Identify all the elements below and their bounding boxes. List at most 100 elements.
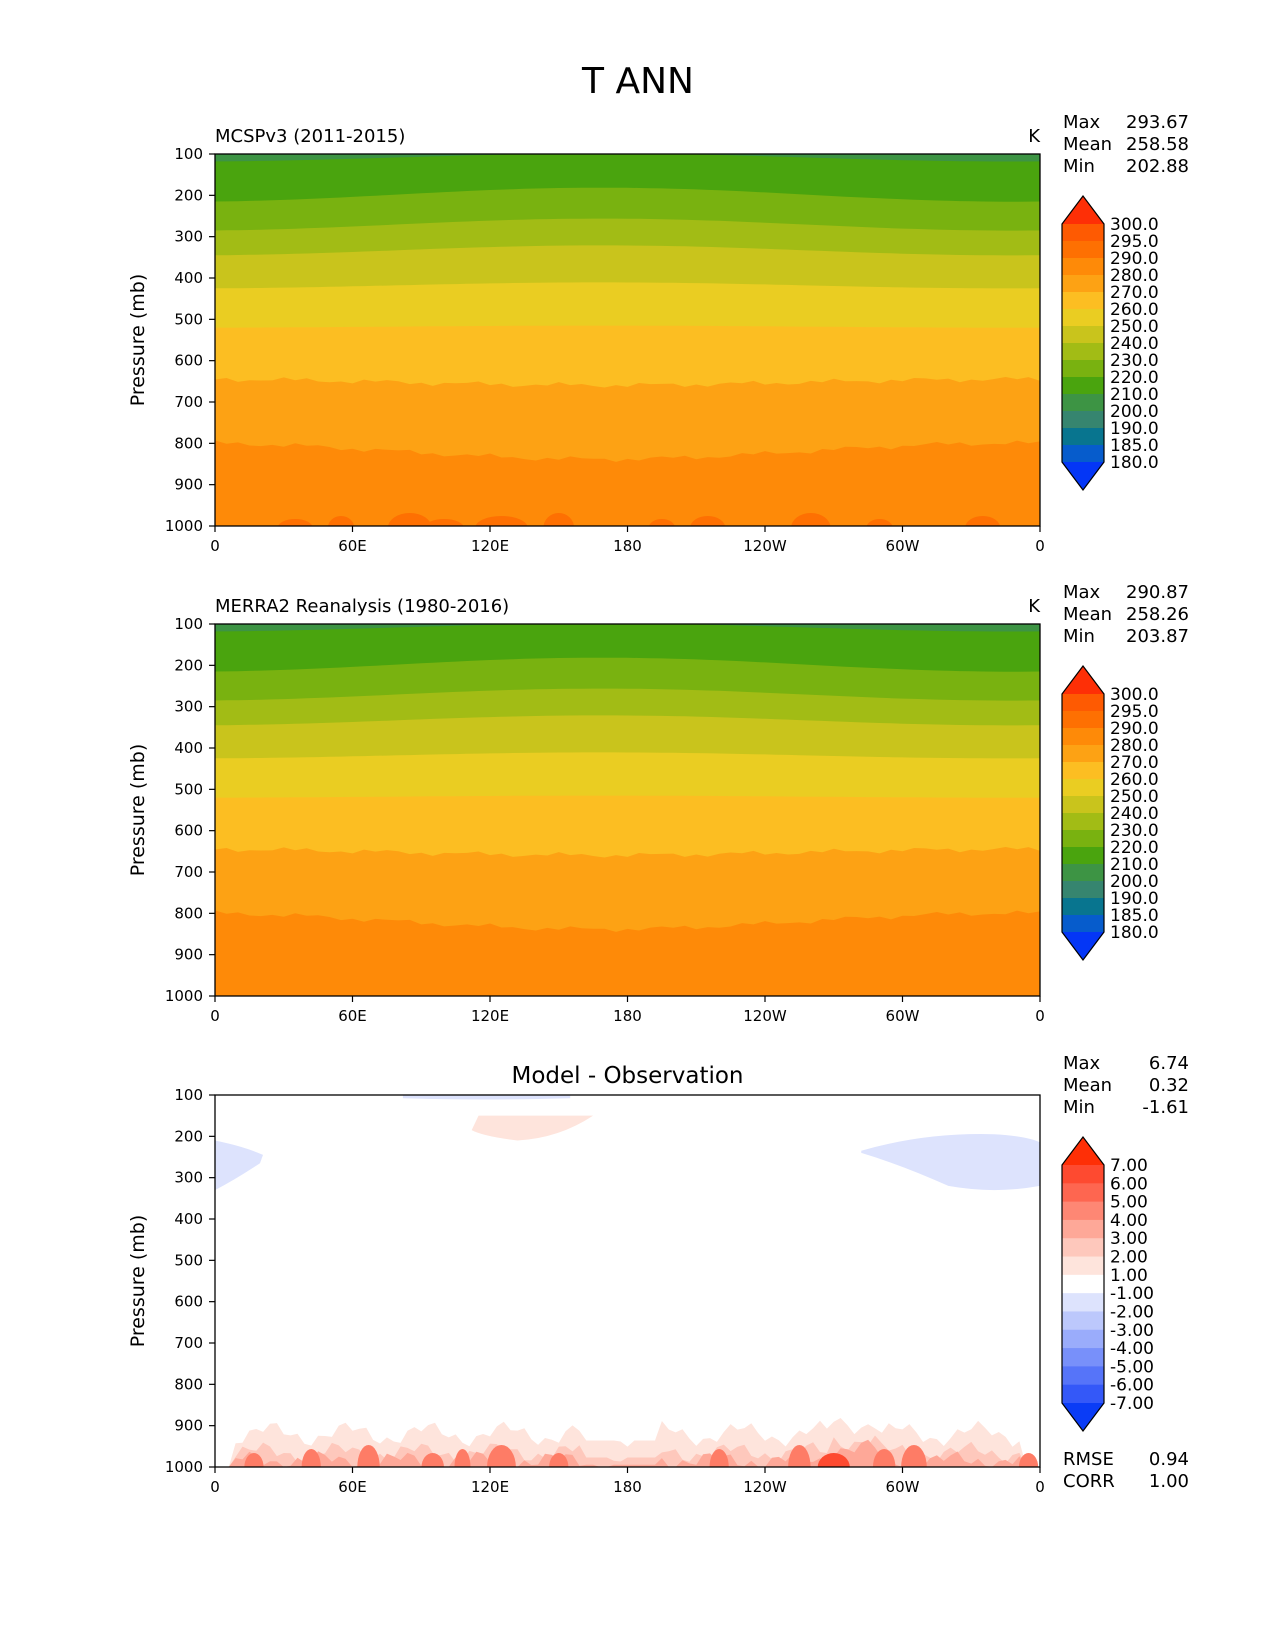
colorbar-segment xyxy=(1062,694,1104,712)
y-tick-label: 400 xyxy=(174,269,203,287)
y-tick-label: 900 xyxy=(174,476,203,494)
x-tick-label: 120E xyxy=(471,1478,509,1496)
stat-name: Mean xyxy=(1063,134,1112,155)
y-axis-label: Pressure (mb) xyxy=(127,274,149,407)
positive-anomaly xyxy=(872,1449,896,1467)
y-tick-label: 700 xyxy=(174,863,203,881)
stat-name: Min xyxy=(1063,626,1095,647)
units-label: K xyxy=(1028,596,1041,617)
x-tick-label: 180 xyxy=(613,537,642,555)
colorbar-extend-min xyxy=(1062,462,1104,490)
contour-band xyxy=(215,440,1040,526)
colorbar-segment xyxy=(1062,864,1104,882)
colorbar-label: 230.0 xyxy=(1110,351,1159,371)
colorbar-label: -7.00 xyxy=(1110,1394,1154,1414)
colorbar-extend-min xyxy=(1062,932,1104,960)
colorbar-segment xyxy=(1062,1183,1104,1203)
positive-anomaly xyxy=(471,1115,594,1141)
colorbar-segment xyxy=(1062,292,1104,310)
panel-2: 100 200 300 400 500 600 700 800 900 1000 0 60E 120E 1… xyxy=(127,582,1189,1025)
colorbar-segment xyxy=(1062,1256,1104,1276)
colorbar-segment xyxy=(1062,445,1104,463)
x-tick-label: 60W xyxy=(886,537,920,555)
colorbar-label: 270.0 xyxy=(1110,753,1159,773)
y-tick-label: 900 xyxy=(174,946,203,964)
colorbar-label: 2.00 xyxy=(1110,1248,1148,1268)
colorbar-segment xyxy=(1062,1219,1104,1239)
x-tick-label: 0 xyxy=(1035,1007,1045,1025)
y-tick-label: 500 xyxy=(174,780,203,798)
figure-title: T ANN xyxy=(581,61,694,102)
colorbar-segment xyxy=(1062,343,1104,361)
y-tick-label: 200 xyxy=(174,186,203,204)
x-tick-label: 180 xyxy=(613,1478,642,1496)
colorbar-label: 240.0 xyxy=(1110,804,1159,824)
colorbar-label: 280.0 xyxy=(1110,266,1159,286)
x-tick-label: 0 xyxy=(210,1007,220,1025)
colorbar: 300.0295.0290.0280.0270.0260.0250.0240.0… xyxy=(1061,665,1159,961)
x-tick-label: 120W xyxy=(743,537,787,555)
stat-value: 202.88 xyxy=(1126,156,1189,177)
colorbar-segment xyxy=(1062,711,1104,729)
stat-value: 0.32 xyxy=(1149,1075,1189,1096)
colorbar-label: -2.00 xyxy=(1110,1302,1154,1322)
x-tick-label: 120E xyxy=(471,1007,509,1025)
colorbar: 7.006.005.004.003.002.001.00-1.00-2.00-3… xyxy=(1061,1136,1154,1432)
stat-name: Max xyxy=(1063,112,1101,133)
colorbar-segment xyxy=(1062,898,1104,916)
panel-title: Model - Observation xyxy=(511,1063,743,1089)
colorbar-label: 270.0 xyxy=(1110,283,1159,303)
y-tick-label: 200 xyxy=(174,1127,203,1145)
x-tick-label: 0 xyxy=(1035,1478,1045,1496)
colorbar-label: 185.0 xyxy=(1110,906,1159,926)
x-tick-label: 60W xyxy=(886,1007,920,1025)
warm-patch xyxy=(543,513,575,526)
stat-value: 293.67 xyxy=(1126,112,1189,133)
y-tick-label: 400 xyxy=(174,739,203,757)
stat-value: 1.00 xyxy=(1149,1471,1189,1492)
colorbar-segment xyxy=(1062,1274,1104,1294)
negative-anomaly xyxy=(861,1134,1040,1191)
warm-patch xyxy=(791,513,831,526)
colorbar-segment xyxy=(1062,745,1104,763)
colorbar-label: 5.00 xyxy=(1110,1193,1148,1213)
x-tick-label: 60E xyxy=(338,1478,367,1496)
y-tick-label: 300 xyxy=(174,698,203,716)
colorbar-label: -6.00 xyxy=(1110,1376,1154,1396)
stat-value: 290.87 xyxy=(1126,582,1189,603)
y-axis-label: Pressure (mb) xyxy=(127,744,149,877)
stat-value: 0.94 xyxy=(1149,1449,1189,1470)
colorbar-label: 180.0 xyxy=(1110,923,1159,943)
colorbar-segment xyxy=(1062,360,1104,378)
colorbar-segment xyxy=(1062,881,1104,899)
colorbar-label: 190.0 xyxy=(1110,889,1159,909)
stat-name: Min xyxy=(1063,156,1095,177)
stat-name: CORR xyxy=(1063,1471,1115,1492)
colorbar-segment xyxy=(1062,1348,1104,1367)
colorbar-segment xyxy=(1062,377,1104,395)
stat-name: Max xyxy=(1063,1053,1101,1074)
stat-name: Max xyxy=(1063,582,1101,603)
positive-anomaly xyxy=(487,1445,516,1467)
x-tick-label: 0 xyxy=(1035,537,1045,555)
y-tick-label: 600 xyxy=(174,822,203,840)
colorbar-label: 290.0 xyxy=(1110,719,1159,739)
x-tick-label: 120W xyxy=(743,1478,787,1496)
colorbar-segment xyxy=(1062,762,1104,780)
colorbar-label: 3.00 xyxy=(1110,1229,1148,1249)
y-tick-label: 500 xyxy=(174,310,203,328)
colorbar-label: 220.0 xyxy=(1110,838,1159,858)
positive-anomaly xyxy=(357,1445,380,1467)
colorbar-outline xyxy=(1061,665,1105,961)
colorbar-segment xyxy=(1062,847,1104,865)
colorbar-label: 280.0 xyxy=(1110,736,1159,756)
x-tick-label: 60E xyxy=(338,537,367,555)
colorbar-label: 185.0 xyxy=(1110,436,1159,456)
positive-anomaly xyxy=(421,1453,444,1467)
colorbar-segment xyxy=(1062,1201,1104,1221)
negative-anomaly xyxy=(402,1095,571,1100)
positive-anomaly xyxy=(454,1449,471,1467)
colorbar-label: 1.00 xyxy=(1110,1266,1148,1286)
colorbar-segment xyxy=(1062,1384,1104,1404)
colorbar-label: 230.0 xyxy=(1110,821,1159,841)
